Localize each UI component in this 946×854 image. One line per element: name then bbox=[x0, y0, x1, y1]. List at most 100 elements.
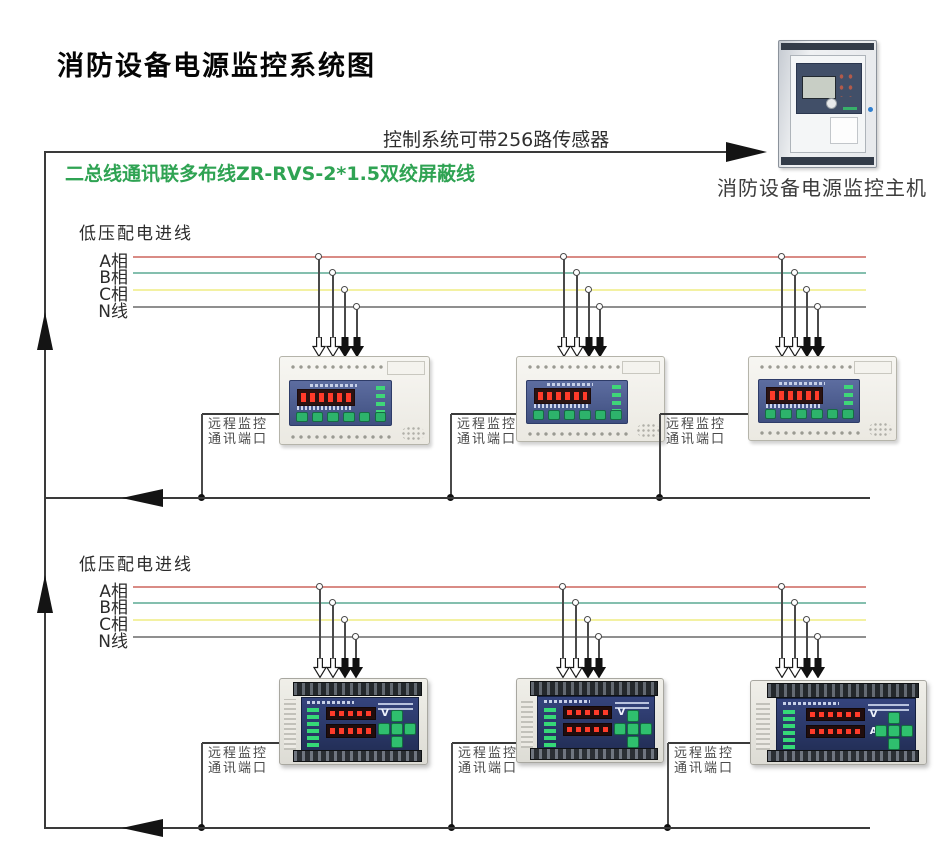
panel-title-text bbox=[307, 700, 354, 704]
tap-arrow-solid-icon bbox=[337, 336, 353, 358]
top-right-notch bbox=[622, 361, 660, 375]
up-arrow-icon bbox=[37, 312, 53, 350]
tap-arrow-hollow-icon bbox=[569, 336, 585, 358]
terminal-strip-bottom bbox=[287, 431, 395, 440]
tap-arrow-hollow-icon bbox=[312, 657, 328, 679]
tap-line bbox=[318, 257, 320, 339]
incoming-line-label: 低压配电进线 bbox=[79, 224, 193, 244]
host-display-panel bbox=[795, 62, 863, 115]
status-led bbox=[783, 730, 796, 735]
speaker-grille bbox=[635, 422, 660, 438]
tap-line bbox=[794, 273, 796, 339]
voltage-current-sensor-module: VA bbox=[279, 678, 428, 765]
remote-port-riser-line bbox=[450, 414, 452, 498]
phase-line-b bbox=[133, 602, 866, 604]
remote-port-label-line1: 远程监控 bbox=[457, 417, 518, 432]
host-top-bar bbox=[780, 43, 875, 50]
tap-line bbox=[598, 637, 600, 660]
phase-label-n: N线 bbox=[98, 632, 128, 652]
volt-display-row: V bbox=[805, 708, 883, 722]
module-face-panel bbox=[288, 380, 393, 426]
status-led bbox=[544, 707, 557, 712]
panel-button bbox=[532, 409, 545, 420]
status-led bbox=[307, 729, 320, 734]
tap-circle bbox=[559, 583, 566, 590]
panel-button bbox=[594, 409, 607, 420]
remote-port-label-line2: 通讯端口 bbox=[666, 432, 727, 447]
panel-button bbox=[842, 409, 854, 420]
remote-port-label-line2: 通讯端口 bbox=[457, 432, 518, 447]
tap-arrow-hollow-icon bbox=[325, 336, 341, 358]
nav-center-button bbox=[627, 722, 640, 735]
tap-line bbox=[319, 587, 321, 660]
tap-line bbox=[781, 587, 783, 660]
top-right-notch bbox=[386, 361, 425, 375]
tap-circle bbox=[791, 599, 798, 606]
section-bus-line bbox=[45, 497, 870, 499]
tap-arrow-solid-icon bbox=[592, 336, 608, 358]
remote-port-label: 远程监控 通讯端口 bbox=[208, 417, 268, 447]
button-row bbox=[532, 409, 622, 420]
segment-digits bbox=[537, 391, 587, 401]
status-led bbox=[544, 742, 557, 747]
panel-info-text bbox=[867, 702, 910, 712]
remote-port-riser-line bbox=[201, 414, 203, 498]
segment-display-amps bbox=[805, 725, 865, 739]
phase-label-b: B相 bbox=[99, 598, 128, 618]
nav-button-cross bbox=[378, 710, 417, 749]
remote-port-riser-line bbox=[451, 743, 453, 828]
host-label: 消防设备电源监控主机 bbox=[717, 176, 927, 200]
phase-line-n bbox=[133, 636, 866, 638]
main-bus-vline bbox=[44, 151, 46, 829]
tap-circle bbox=[341, 616, 348, 623]
segment-display-amps bbox=[325, 724, 377, 738]
tap-line bbox=[332, 273, 334, 339]
status-led bbox=[307, 736, 320, 741]
tap-arrow-solid-icon bbox=[799, 336, 815, 358]
tap-line bbox=[355, 637, 357, 660]
panel-scale-text bbox=[297, 405, 353, 410]
remote-port-riser-line bbox=[201, 743, 203, 828]
tap-arrow-hollow-icon bbox=[555, 657, 571, 679]
host-door bbox=[789, 54, 867, 153]
host-document-card bbox=[830, 117, 858, 144]
tap-line bbox=[817, 307, 819, 339]
tap-circle bbox=[353, 303, 360, 310]
host-lcd-screen bbox=[802, 76, 837, 100]
button-row bbox=[296, 411, 387, 422]
tap-circle bbox=[595, 633, 602, 640]
power-monitor-module bbox=[279, 356, 430, 445]
nav-right-button bbox=[900, 724, 913, 737]
remote-port-bracket-line bbox=[668, 742, 750, 744]
nav-up-button bbox=[887, 711, 900, 724]
nav-center-button bbox=[391, 723, 404, 736]
segment-display bbox=[297, 388, 355, 406]
status-led bbox=[783, 723, 796, 728]
segment-digits bbox=[329, 710, 373, 717]
remote-port-label-line2: 通讯端口 bbox=[208, 761, 269, 776]
phase-label-n: N线 bbox=[98, 302, 128, 322]
status-led bbox=[783, 744, 796, 749]
side-vents bbox=[521, 698, 534, 748]
status-led bbox=[307, 722, 320, 727]
tap-arrow-solid-icon bbox=[810, 336, 826, 358]
panel-button bbox=[296, 411, 308, 422]
module-face-panel bbox=[525, 379, 628, 424]
volt-display-row: V bbox=[562, 706, 628, 720]
status-led bbox=[376, 409, 386, 414]
tap-line bbox=[332, 603, 334, 660]
remote-port-label-line2: 通讯端口 bbox=[208, 432, 269, 447]
status-led-column bbox=[307, 708, 320, 748]
tap-arrow-hollow-icon bbox=[774, 657, 790, 679]
panel-button bbox=[780, 409, 792, 420]
remote-port-label-line1: 远程监控 bbox=[666, 417, 727, 432]
phase-line-n bbox=[133, 306, 866, 308]
panel-button bbox=[358, 411, 371, 422]
phase-line-b bbox=[133, 272, 866, 274]
tap-arrow-solid-icon bbox=[799, 657, 815, 679]
status-led bbox=[376, 385, 386, 390]
remote-port-label-line1: 远程监控 bbox=[208, 746, 269, 761]
